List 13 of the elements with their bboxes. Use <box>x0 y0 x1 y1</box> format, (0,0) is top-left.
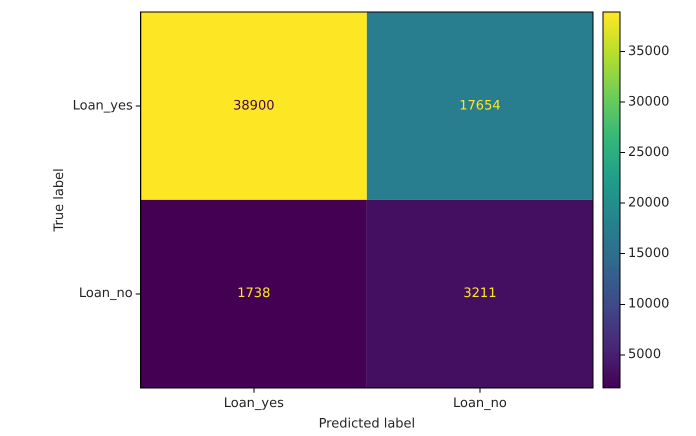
color-bar-label: 30000 <box>628 94 670 110</box>
color-bar-label: 5000 <box>628 347 662 362</box>
color-bar-label: 15000 <box>628 246 670 262</box>
color-bar-label: 10000 <box>628 296 670 312</box>
data-label: 38900 <box>233 98 274 114</box>
data-label: 3211 <box>463 286 496 302</box>
color-bar-label: 35000 <box>628 44 670 59</box>
x-axis-title: Predicted label <box>318 416 416 432</box>
data-label: 17654 <box>459 98 501 114</box>
color-bar-label: 20000 <box>628 196 670 210</box>
color-bar-label: 25000 <box>628 144 670 160</box>
data-label: 1738 <box>237 286 270 302</box>
y-axis-title: True label <box>52 168 68 232</box>
